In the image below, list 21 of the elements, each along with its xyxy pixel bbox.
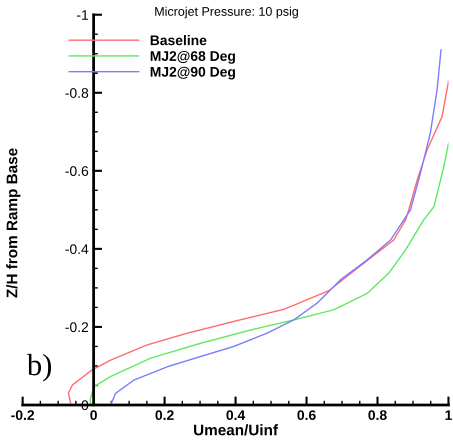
x-tick-label: 0.2 [155, 410, 174, 420]
x-tick-label: -0.2 [11, 410, 34, 420]
line-series [110, 49, 442, 405]
legend-label: MJ2@68 Deg [150, 50, 235, 64]
x-tick-label: 0.4 [226, 410, 246, 420]
y-axis-title: Z/H from Ramp Base [6, 148, 20, 298]
legend-label: Baseline [150, 35, 206, 46]
chart-title: Microjet Pressure: 10 psig [155, 6, 298, 18]
y-tick-label: -0.6 [65, 166, 88, 176]
y-tick-label: -0.4 [65, 244, 88, 254]
x-axis-title: Umean/Uinf [194, 424, 278, 436]
x-tick-label: 1 [445, 410, 452, 420]
x-tick-label: 0 [90, 410, 97, 420]
annotation: b) [26, 354, 52, 382]
y-tick-label: -0.8 [65, 88, 88, 98]
y-tick-label: -1 [77, 10, 88, 20]
x-tick-label: 0.6 [297, 410, 316, 420]
legend-label: MJ2@90 Deg [150, 66, 235, 80]
line-series [89, 142, 448, 404]
y-tick-label: -0.2 [65, 322, 88, 332]
x-tick-label: 0.8 [368, 410, 387, 420]
